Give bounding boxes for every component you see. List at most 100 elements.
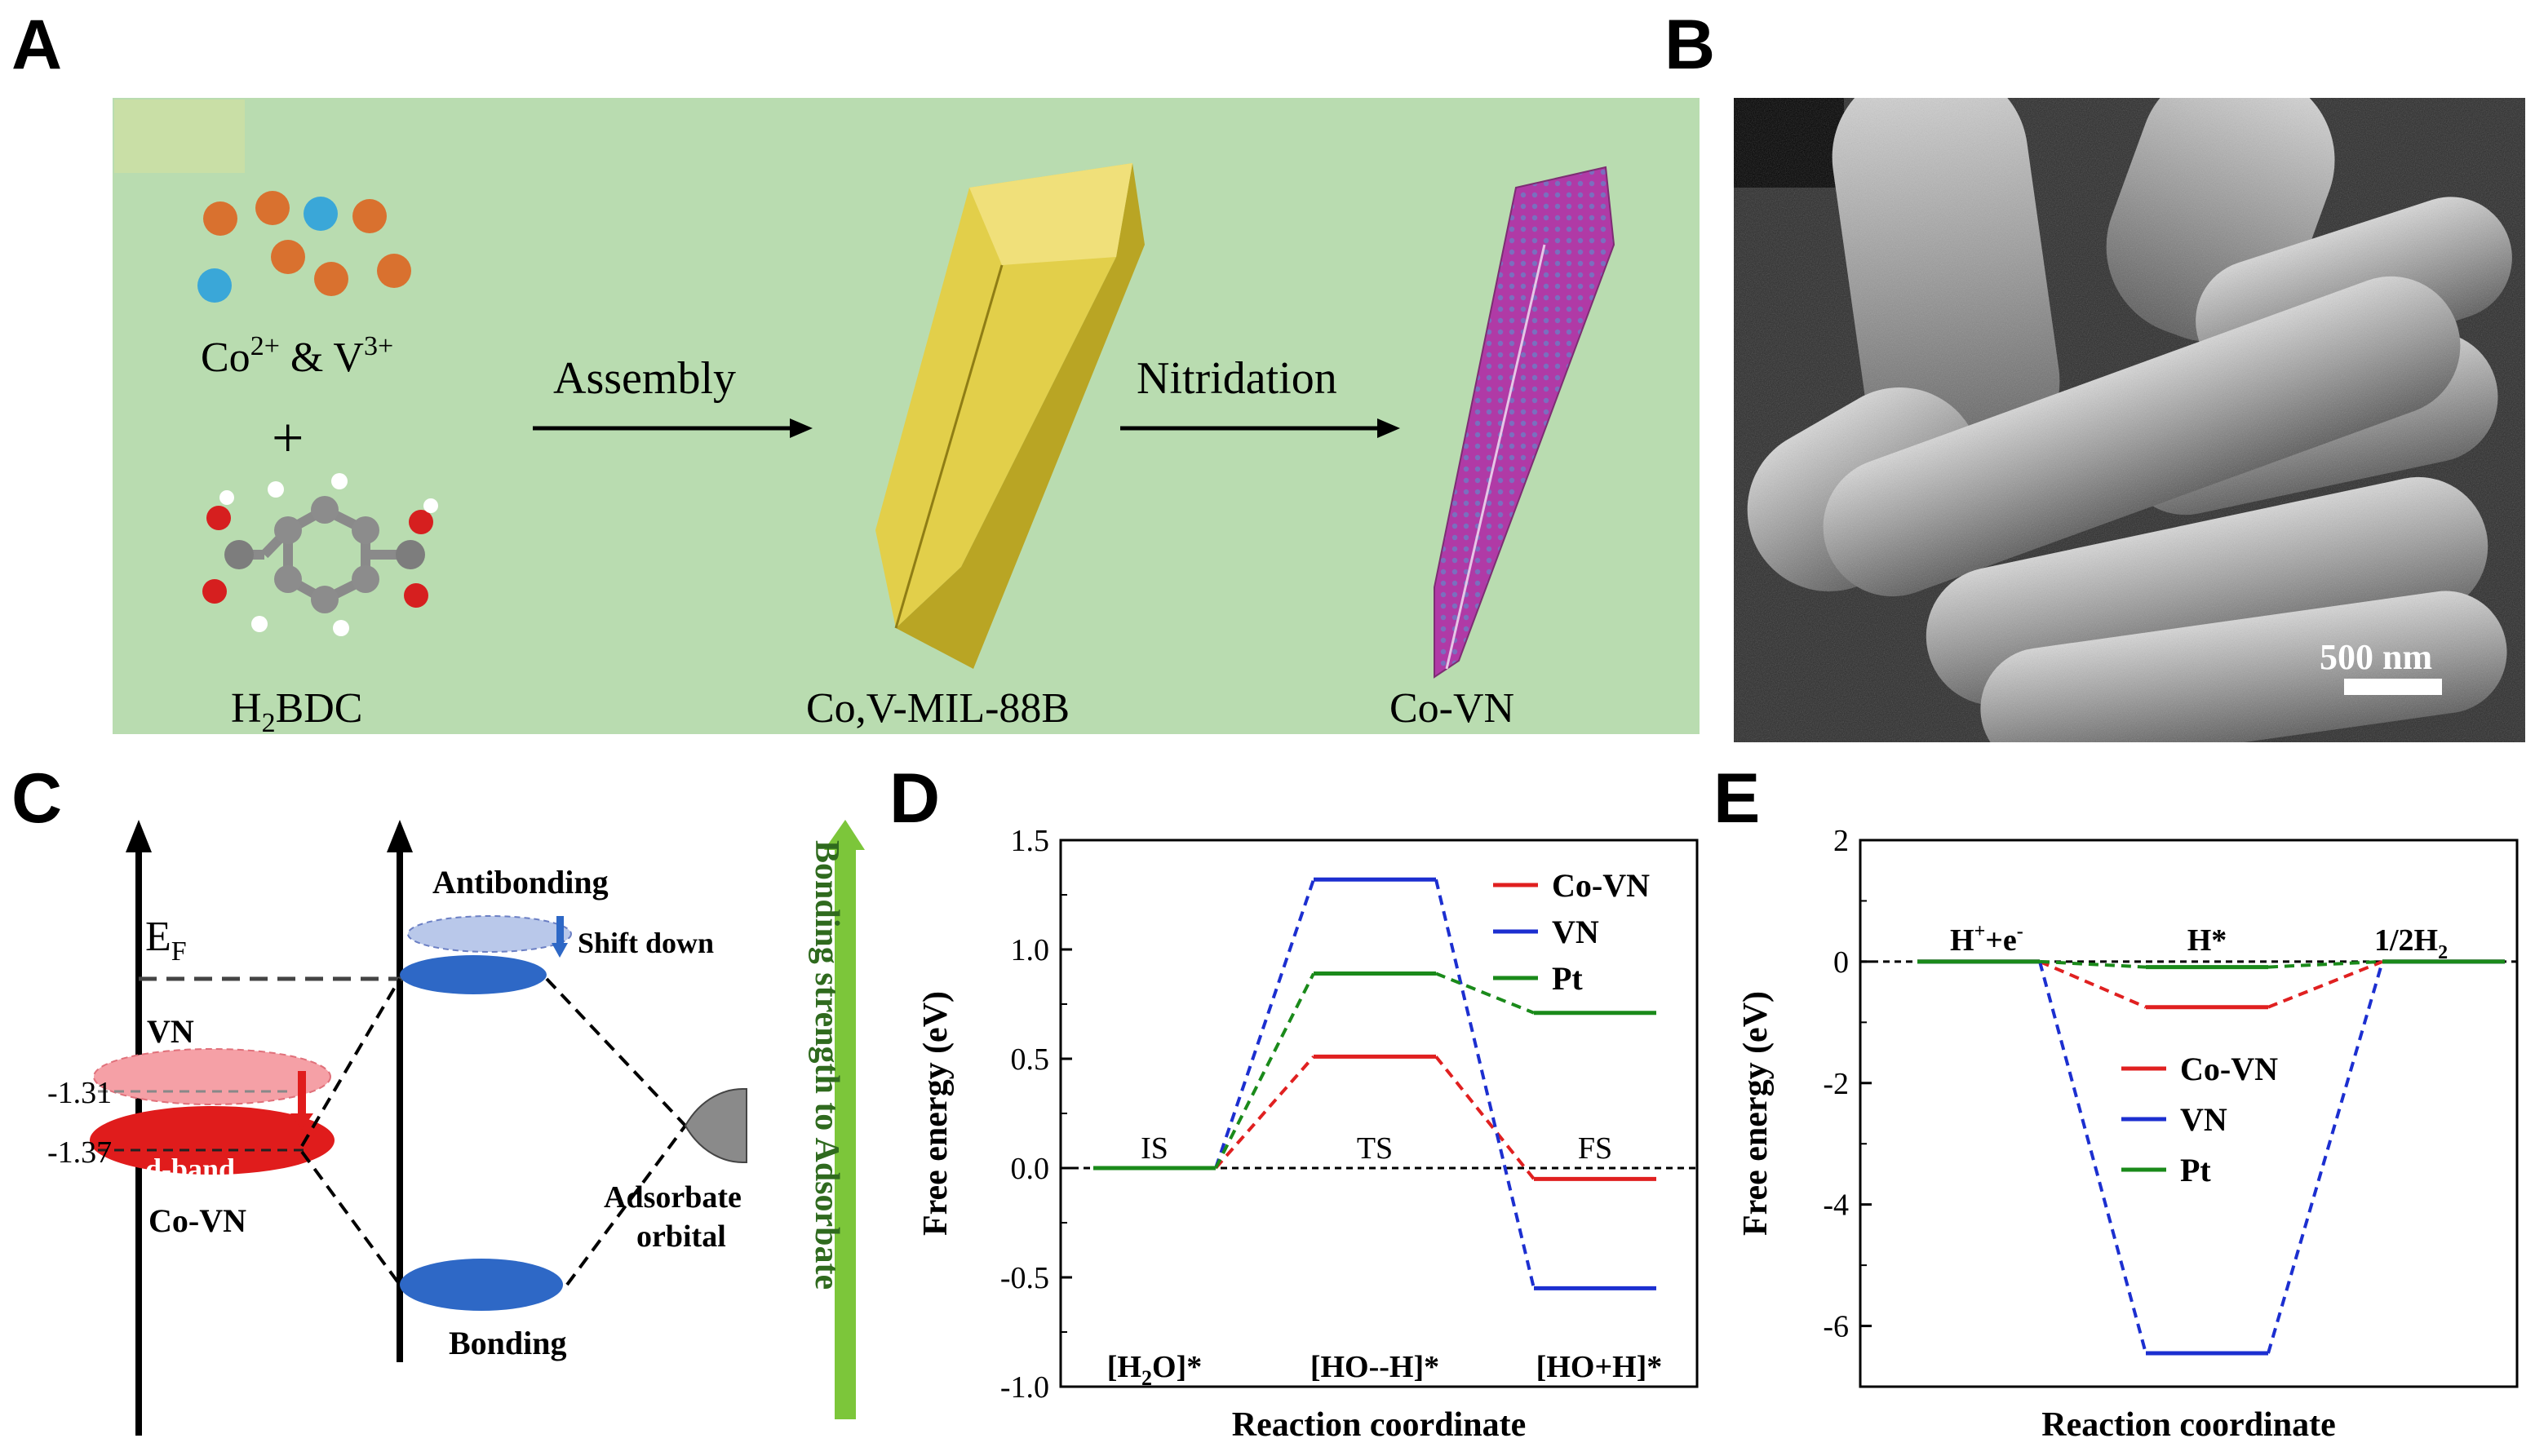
panel-b-sem-image: 500 nm (1734, 98, 2525, 742)
shift-arrowhead-blue (552, 943, 568, 958)
nitridation-label: Nitridation (1137, 353, 1337, 404)
transition-co-vn (2267, 960, 2383, 1009)
state-label: FS (1578, 1131, 1612, 1166)
linker-label: H2BDC (231, 685, 362, 734)
y-tick-label: 0.5 (1011, 1042, 1050, 1077)
metal-ions-cluster (197, 191, 411, 303)
x-axis-label: Reaction coordinate (1232, 1406, 1526, 1444)
panel-c-dband-diagram: EF VN -1.31 -1.37 d-band Co-VN Antibondi… (47, 820, 865, 1436)
sem-texture (1734, 98, 2525, 742)
co-ion (314, 262, 348, 296)
carbon-atom (274, 565, 302, 593)
carbon-atom (274, 516, 302, 544)
energy-axis-mid-arrowhead (387, 820, 413, 852)
co-ion (352, 199, 387, 233)
hydrogen-atom (333, 620, 349, 636)
oxygen-atom (202, 579, 227, 604)
bonding-orbital (400, 1259, 563, 1311)
co-ion (377, 254, 411, 288)
energy-axis-left-arrowhead (126, 820, 152, 852)
y-tick-label: -1.0 (1000, 1370, 1049, 1405)
carbon-atom (352, 565, 379, 593)
transition-vn (1434, 878, 1536, 1289)
y-tick-label: 1.0 (1011, 933, 1050, 967)
intermediate-label: Co,V-MIL-88B (806, 685, 1070, 732)
panel-b-letter: B (1664, 6, 1716, 84)
legend-label-co-vn: Co-VN (2180, 1051, 2278, 1087)
y-tick-label: 2 (1833, 824, 1849, 858)
oxygen-atom (206, 506, 231, 530)
y-tick-label: 1.5 (1011, 824, 1050, 858)
shift-arrow-blue (556, 916, 564, 945)
adsorbate-label-2: orbital (636, 1219, 726, 1254)
antibonding-orbital (400, 955, 547, 994)
carbon-atom (224, 540, 254, 569)
state-label: IS (1141, 1131, 1168, 1166)
co-ion (203, 201, 237, 236)
assembly-label: Assembly (553, 353, 736, 404)
bonding-strength-arrow (835, 848, 856, 1419)
antibonding-label: Antibonding (432, 864, 609, 901)
v-ion (304, 197, 338, 231)
state-label-h2: 1/2H2 (2374, 923, 2448, 963)
transition-co-vn (1434, 1055, 1536, 1180)
transition-co-vn (2039, 960, 2147, 1009)
covn-label: Co-VN (148, 1202, 246, 1239)
y-tick-label: 0.0 (1011, 1152, 1050, 1186)
plot-frame (1859, 839, 2519, 1388)
co-ion (271, 240, 305, 274)
product-label: Co-VN (1389, 685, 1514, 732)
transition-vn (2038, 961, 2147, 1354)
vn-dband (93, 1048, 331, 1105)
transition-pt (2039, 959, 2147, 969)
y-axis-label: Free energy (eV) (1737, 991, 1775, 1236)
assembly-arrowhead (790, 418, 813, 438)
y-tick-label: -6 (1823, 1310, 1849, 1344)
transition-pt (2267, 959, 2383, 969)
transition-pt (1214, 972, 1315, 1169)
y-tick-label: -4 (1823, 1188, 1849, 1223)
carbon-atom (396, 540, 425, 569)
ions-label: Co2+ & V3+ (201, 331, 393, 381)
transition-vn (2267, 961, 2384, 1354)
orbital-connectors (300, 977, 687, 1286)
scale-bar-label: 500 nm (2320, 637, 2432, 677)
dband-label: d-band (145, 1153, 235, 1185)
y-tick-label: -2 (1823, 1067, 1849, 1101)
legend-label-pt: Pt (2180, 1152, 2211, 1188)
state-label-h-adsorbed: H* (2187, 923, 2227, 958)
panel-c-letter: C (11, 759, 63, 838)
state-label-ho-plus-h: [HO+H]* (1536, 1350, 1663, 1384)
vn-label: VN (147, 1013, 194, 1050)
legend-label-pt: Pt (1552, 960, 1583, 997)
state-label: TS (1357, 1131, 1393, 1166)
covn-dband (90, 1106, 335, 1175)
transition-vn (1214, 878, 1315, 1169)
bonding-label: Bonding (449, 1325, 567, 1361)
y-axis-label: Free energy (eV) (917, 991, 955, 1236)
carbon-atom (352, 516, 379, 544)
state-label-proton: H++e- (1950, 921, 2023, 958)
x-axis-label: Reaction coordinate (2041, 1406, 2335, 1444)
panel-e-letter: E (1713, 759, 1761, 838)
hydrogen-atom (251, 616, 268, 632)
y-tick-label: 0 (1833, 945, 1849, 980)
oxygen-atom (404, 583, 428, 608)
plot-frame (1059, 839, 1699, 1388)
plus-sign: + (272, 407, 304, 470)
hydrogen-atom (331, 473, 348, 489)
legend-label-co-vn: Co-VN (1552, 867, 1650, 904)
bonding-strength-arrowhead (824, 820, 865, 850)
panel-d-chart: 1.5 1.0 0.5 0.0 -0.5 -1.0 Reaction coordinate F… (917, 824, 1699, 1444)
scale-bar (2344, 679, 2442, 695)
covn-center-value: -1.37 (47, 1135, 112, 1170)
v-ion (197, 268, 232, 303)
h2bdc-atoms (202, 473, 438, 636)
hydrogen-atom (219, 490, 234, 505)
shift-arrow-red (298, 1071, 306, 1116)
adsorbate-orbital (684, 1088, 747, 1163)
legend-label-vn: VN (2180, 1101, 2227, 1138)
mof-crystal (875, 163, 1145, 669)
adsorbate-label-1: Adsorbate (604, 1180, 742, 1215)
carbon-atom (311, 586, 339, 613)
